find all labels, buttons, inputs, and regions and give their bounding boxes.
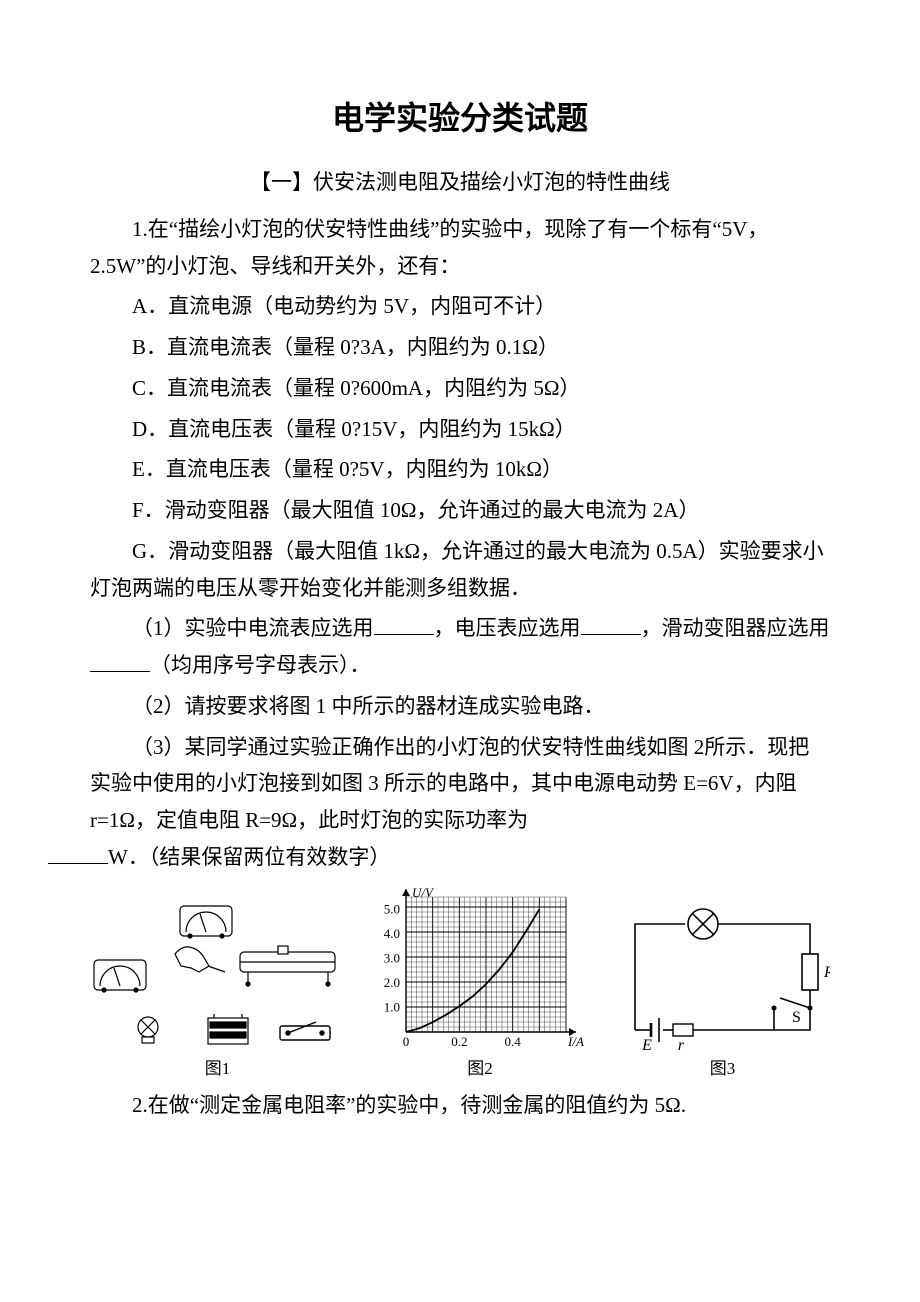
q1-opt-e: E．直流电压表（量程 0?5V，内阻约为 10kΩ） — [90, 451, 830, 488]
q1-sub1: （1）实验中电流表应选用 ，电压表应选用 ，滑动变阻器应选用 （均用序号字母表示）． — [90, 610, 830, 684]
q1-sub3-b: W．（结果保留两位有效数字） — [108, 845, 390, 869]
svg-text:E: E — [641, 1037, 652, 1052]
fig3-caption: 图3 — [710, 1054, 736, 1084]
blank-ammeter — [374, 613, 434, 635]
ui-curve-chart: 1.0 2.0 3.0 4.0 5.0 0 0.2 0.4 U/V I/A — [368, 882, 593, 1052]
figure-1: 图1 — [90, 902, 345, 1084]
q1-sub1-b: ，电压表应选用 — [434, 616, 581, 640]
svg-text:1.0: 1.0 — [383, 999, 399, 1014]
svg-text:3.0: 3.0 — [383, 950, 399, 965]
blank-power — [48, 842, 108, 864]
q1-sub1-c: ，滑动变阻器应选用 — [641, 616, 830, 640]
svg-text:R: R — [823, 964, 830, 981]
figure-2: 1.0 2.0 3.0 4.0 5.0 0 0.2 0.4 U/V I/A 图2 — [368, 882, 593, 1084]
page: 电学实验分类试题 【一】伏安法测电阻及描绘小灯泡的特性曲线 1.在“描绘小灯泡的… — [0, 0, 920, 1168]
svg-text:4.0: 4.0 — [383, 925, 399, 940]
svg-text:U/V: U/V — [412, 885, 435, 900]
svg-text:2.0: 2.0 — [383, 974, 399, 989]
q1-sub3-a: （3）某同学通过实验正确作出的小灯泡的伏安特性曲线如图 2所示．现把实验中使用的… — [90, 735, 809, 833]
q2-stem: 2.在做“测定金属电阻率”的实验中，待测金属的阻值约为 5Ω. — [90, 1087, 830, 1124]
fig2-caption: 图2 — [467, 1054, 493, 1084]
q1-sub3: （3）某同学通过实验正确作出的小灯泡的伏安特性曲线如图 2所示．现把实验中使用的… — [90, 729, 830, 876]
section-heading: 【一】伏安法测电阻及描绘小灯泡的特性曲线 — [90, 164, 830, 201]
q1-sub2: （2）请按要求将图 1 中所示的器材连成实验电路． — [90, 688, 830, 725]
svg-text:r: r — [678, 1037, 685, 1052]
svg-text:0.4: 0.4 — [504, 1034, 521, 1049]
apparatus-icon — [90, 902, 345, 1052]
figure-3: R Sr E 图3 — [615, 902, 830, 1084]
blank-rheostat — [90, 650, 150, 672]
fig1-caption: 图1 — [205, 1054, 231, 1084]
q1-opt-b: B．直流电流表（量程 0?3A，内阻约为 0.1Ω） — [90, 329, 830, 366]
q1-opt-a: A．直流电源（电动势约为 5V，内阻可不计） — [90, 288, 830, 325]
blank-voltmeter — [581, 613, 641, 635]
figures-row: 图1 1.0 2.0 3.0 4.0 5.0 0 0.2 0.4 U/V I/A 图2 R Sr E … — [90, 882, 830, 1084]
circuit-diagram-icon: R Sr E — [615, 902, 830, 1052]
q1-opt-c: C．直流电流表（量程 0?600mA，内阻约为 5Ω） — [90, 370, 830, 407]
q1-sub1-a: （1）实验中电流表应选用 — [132, 616, 374, 640]
svg-text:5.0: 5.0 — [383, 901, 399, 916]
q1-sub1-d: （均用序号字母表示）． — [150, 653, 371, 677]
q1-opt-f: F．滑动变阻器（最大阻值 10Ω，允许通过的最大电流为 2A） — [90, 492, 830, 529]
svg-text:0.2: 0.2 — [451, 1034, 467, 1049]
q1-opt-g: G．滑动变阻器（最大阻值 1kΩ，允许通过的最大电流为 0.5A）实验要求小灯泡… — [90, 533, 830, 607]
q1-opt-d: D．直流电压表（量程 0?15V，内阻约为 15kΩ） — [90, 411, 830, 448]
svg-text:S: S — [792, 1009, 801, 1026]
q1-stem: 1.在“描绘小灯泡的伏安特性曲线”的实验中，现除了有一个标有“5V，2.5W”的… — [90, 211, 830, 285]
q1-stem-text: 1.在“描绘小灯泡的伏安特性曲线”的实验中，现除了有一个标有“5V，2.5W”的… — [90, 217, 768, 278]
svg-text:I/A: I/A — [567, 1034, 584, 1049]
svg-text:0: 0 — [402, 1034, 409, 1049]
doc-title: 电学实验分类试题 — [90, 90, 830, 146]
